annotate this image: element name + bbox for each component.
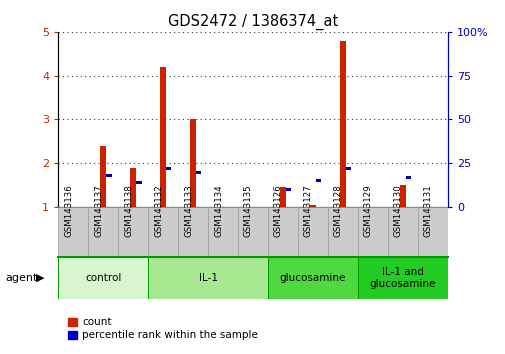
Bar	[237, 207, 268, 257]
Bar	[106, 174, 111, 177]
Text: GSM143134: GSM143134	[214, 185, 223, 238]
Bar	[357, 207, 387, 257]
Text: GSM143136: GSM143136	[64, 185, 73, 238]
Text: agent: agent	[5, 273, 37, 283]
Bar	[315, 179, 321, 182]
Text: GSM143133: GSM143133	[184, 185, 193, 238]
Bar	[189, 120, 196, 207]
Bar	[148, 207, 178, 257]
Text: IL-1 and
glucosamine: IL-1 and glucosamine	[369, 267, 435, 289]
Bar	[130, 168, 136, 207]
Bar	[148, 257, 268, 299]
Text: GSM143138: GSM143138	[124, 185, 133, 238]
Bar	[268, 257, 357, 299]
Bar	[58, 257, 148, 299]
Text: GSM143135: GSM143135	[243, 185, 252, 238]
Text: control: control	[85, 273, 121, 283]
Bar	[99, 146, 106, 207]
Bar	[178, 207, 208, 257]
Text: GSM143128: GSM143128	[333, 185, 342, 238]
Text: glucosamine: glucosamine	[279, 273, 345, 283]
Bar	[309, 205, 316, 207]
Text: IL-1: IL-1	[198, 273, 217, 283]
Text: GDS2472 / 1386374_at: GDS2472 / 1386374_at	[168, 14, 337, 30]
Bar	[327, 207, 357, 257]
Bar	[399, 185, 406, 207]
Bar	[268, 207, 297, 257]
Bar	[88, 207, 118, 257]
Text: GSM143131: GSM143131	[423, 185, 432, 238]
Bar	[58, 207, 88, 257]
Text: GSM143130: GSM143130	[393, 185, 402, 238]
Bar	[417, 207, 447, 257]
Bar	[160, 67, 166, 207]
Bar	[279, 187, 286, 207]
Text: GSM143127: GSM143127	[304, 185, 312, 238]
Bar	[339, 41, 345, 207]
Text: GSM143129: GSM143129	[363, 185, 372, 238]
Bar	[136, 181, 141, 184]
Bar	[195, 171, 201, 173]
Bar	[345, 167, 350, 170]
Text: GSM143126: GSM143126	[273, 185, 282, 238]
Bar	[285, 188, 291, 191]
Bar	[118, 207, 148, 257]
Bar	[405, 176, 411, 179]
Bar	[387, 207, 417, 257]
Bar	[166, 167, 171, 170]
Legend: count, percentile rank within the sample: count, percentile rank within the sample	[63, 313, 262, 345]
Text: ▶: ▶	[36, 273, 45, 283]
Text: GSM143137: GSM143137	[94, 185, 103, 238]
Bar	[297, 207, 327, 257]
Bar	[357, 257, 447, 299]
Text: GSM143132: GSM143132	[154, 185, 163, 238]
Bar	[208, 207, 237, 257]
